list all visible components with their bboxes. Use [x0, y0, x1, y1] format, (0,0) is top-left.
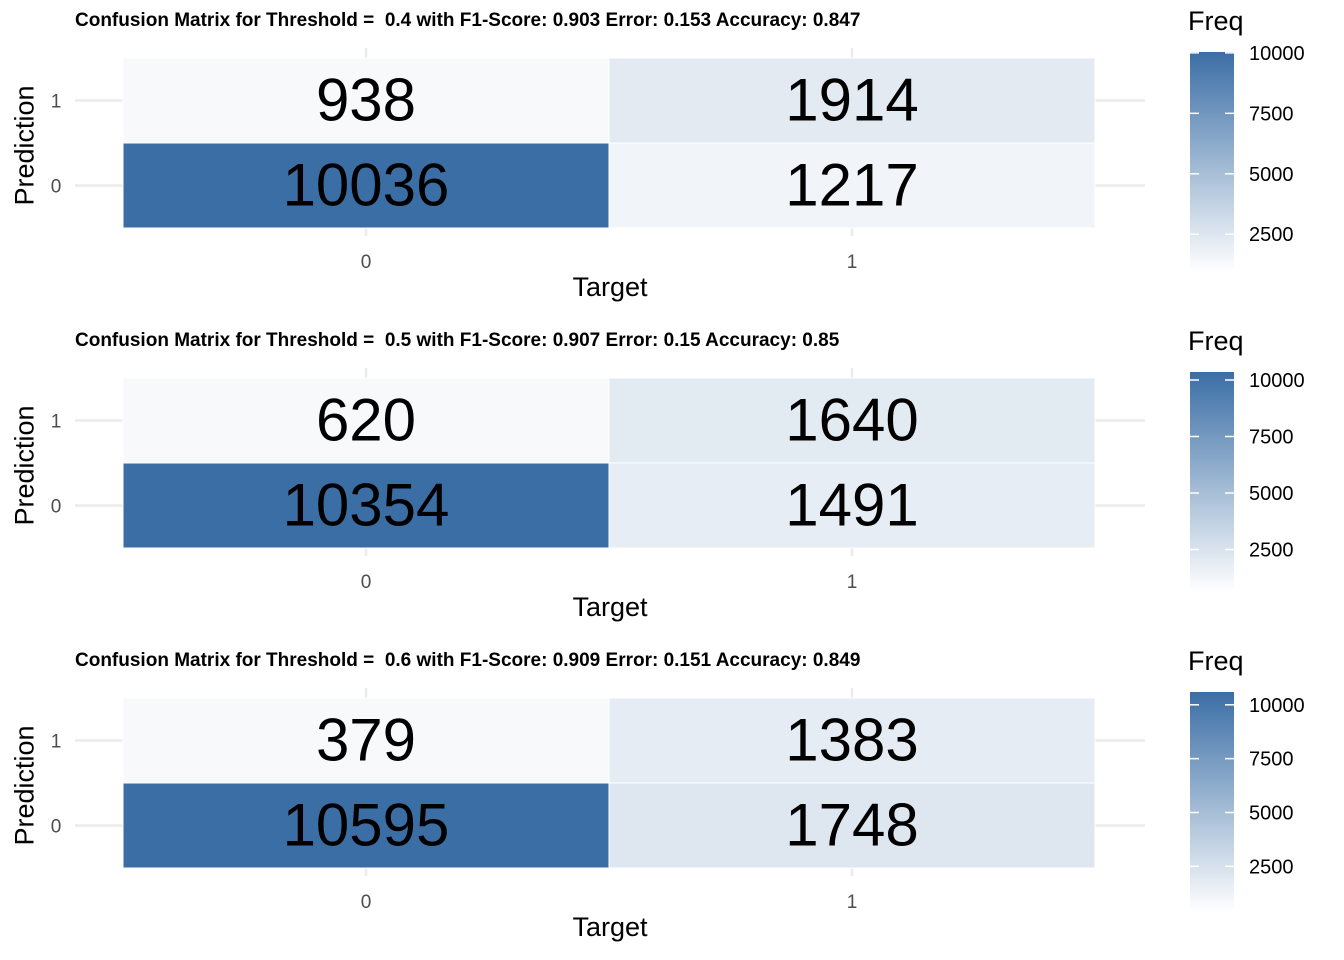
- confusion-matrix-panel-2: Confusion Matrix for Threshold = 0.5 wit…: [0, 320, 1344, 640]
- cell-value-label: 1491: [785, 472, 918, 539]
- legend-tick-label: 7500: [1249, 427, 1294, 449]
- legend-tick-label: 2500: [1249, 540, 1294, 562]
- heatmap-cell: [122, 462, 610, 549]
- x-tick-label: 0: [361, 572, 372, 593]
- y-axis-label: Prediction: [9, 85, 40, 206]
- cell-value-label: 938: [316, 67, 416, 134]
- x-axis-label: Target: [572, 592, 648, 622]
- legend-tick-label: 5000: [1249, 164, 1294, 186]
- heatmap-plot: 379 1383 10595 1748 0 1 0 1 2500 5000 7500 10000: [51, 688, 1305, 913]
- confusion-matrix-panel-3: Confusion Matrix for Threshold = 0.6 wit…: [0, 640, 1344, 960]
- cell-value-label: 379: [316, 707, 416, 774]
- cell-value-label: 10595: [283, 792, 450, 859]
- x-axis-label: Target: [572, 272, 648, 302]
- confusion-matrix-panel-1: Confusion Matrix for Threshold = 0.4 wit…: [0, 0, 1344, 320]
- y-tick-label: 0: [51, 817, 62, 838]
- heatmap-cell: [122, 782, 610, 869]
- chart-title: Confusion Matrix for Threshold = 0.5 wit…: [75, 330, 840, 351]
- y-tick-label: 0: [51, 177, 62, 198]
- heatmap-cell: [608, 462, 1096, 549]
- legend-tick-label: 5000: [1249, 802, 1294, 824]
- legend-title: Freq: [1188, 6, 1244, 36]
- y-tick-label: 0: [51, 497, 62, 518]
- heatmap-cell: [608, 57, 1096, 144]
- heatmap-cell: [122, 142, 610, 229]
- legend-colorbar: [1190, 372, 1234, 592]
- cell-value-label: 1914: [785, 67, 918, 134]
- heatmap-cell: [608, 377, 1096, 464]
- x-tick-label: 1: [847, 252, 858, 273]
- cell-value-label: 1383: [785, 707, 918, 774]
- y-axis-label: Prediction: [9, 725, 40, 846]
- heatmap-cell: [122, 377, 610, 464]
- legend-tick-label: 7500: [1249, 749, 1294, 771]
- legend-tick-label: 2500: [1249, 224, 1294, 246]
- y-tick-label: 1: [51, 412, 62, 433]
- x-tick-label: 0: [361, 252, 372, 273]
- x-axis-label: Target: [572, 912, 648, 942]
- legend-colorbar: [1190, 692, 1234, 912]
- heatmap-cell: [608, 697, 1096, 784]
- legend-title: Freq: [1188, 326, 1244, 356]
- cell-value-label: 620: [316, 387, 416, 454]
- legend-tick-label: 2500: [1249, 856, 1294, 878]
- cell-value-label: 1748: [785, 792, 918, 859]
- legend-tick-label: 7500: [1249, 103, 1294, 125]
- legend-title: Freq: [1188, 646, 1244, 676]
- y-tick-label: 1: [51, 732, 62, 753]
- legend-tick-label: 10000: [1249, 695, 1305, 717]
- x-tick-label: 0: [361, 892, 372, 913]
- heatmap-cell: [608, 782, 1096, 869]
- heatmap-cell: [608, 142, 1096, 229]
- cell-value-label: 10354: [283, 472, 450, 539]
- chart-title: Confusion Matrix for Threshold = 0.6 wit…: [75, 650, 861, 671]
- legend-tick-label: 5000: [1249, 483, 1294, 505]
- y-tick-label: 1: [51, 92, 62, 113]
- y-axis-label: Prediction: [9, 405, 40, 526]
- cell-value-label: 1217: [785, 152, 918, 219]
- heatmap-plot: 620 1640 10354 1491 0 1 0 1 2500 5000 7500 10000: [51, 368, 1305, 593]
- cell-value-label: 1640: [785, 387, 918, 454]
- legend-colorbar: [1190, 52, 1234, 272]
- chart-title: Confusion Matrix for Threshold = 0.4 wit…: [75, 10, 861, 31]
- legend-tick-label: 10000: [1249, 370, 1305, 392]
- heatmap-plot: 938 1914 10036 1217 0 1 0 1 2500 5000 7500 10000: [51, 43, 1305, 273]
- heatmap-cell: [122, 697, 610, 784]
- x-tick-label: 1: [847, 572, 858, 593]
- x-tick-label: 1: [847, 892, 858, 913]
- cell-value-label: 10036: [283, 152, 450, 219]
- legend-tick-label: 10000: [1249, 43, 1305, 65]
